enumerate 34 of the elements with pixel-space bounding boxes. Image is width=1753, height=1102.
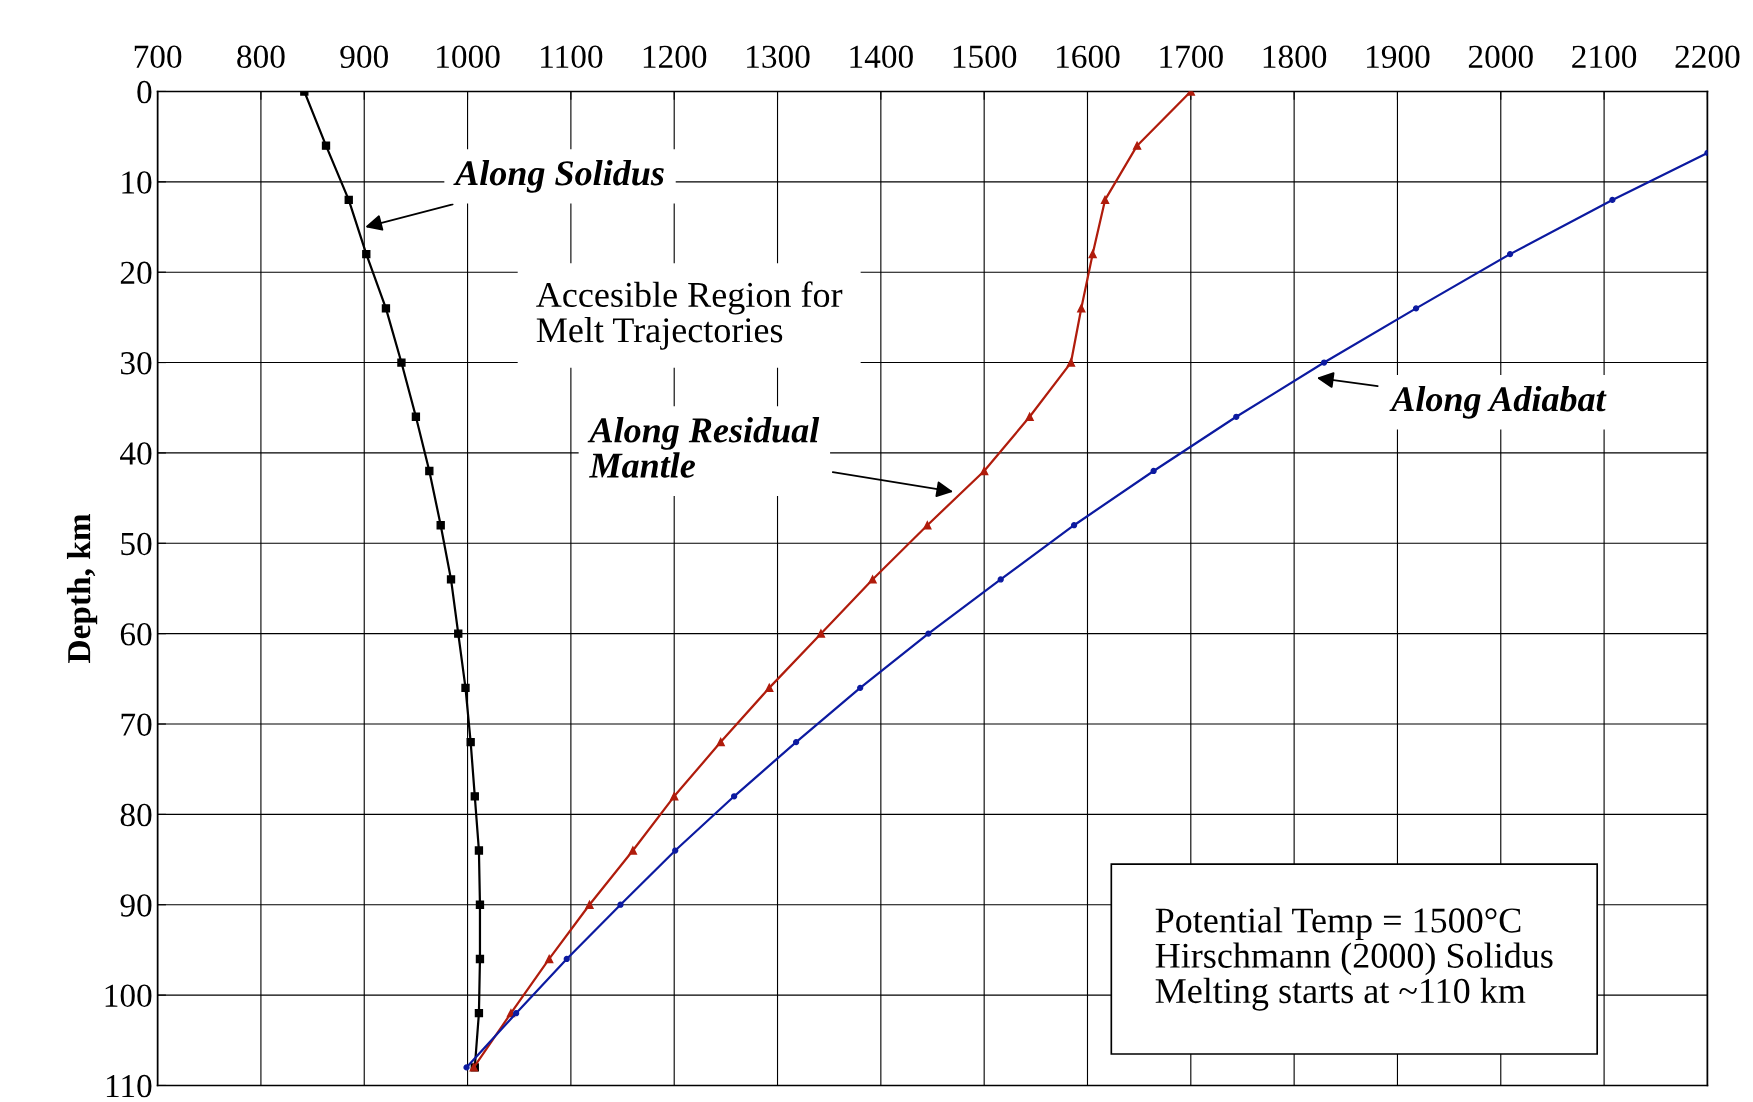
annotation: Accesible Region for Melt Trajectories	[536, 281, 843, 350]
x-tick-label: 1100	[541, 45, 603, 69]
annotation: Along Adiabat	[1389, 385, 1607, 419]
x-tick-label: 900	[340, 45, 388, 69]
x-tick-label: 1800	[1263, 45, 1327, 69]
x-tick-label: 700	[134, 45, 182, 69]
y-tick-label: 100	[105, 984, 152, 1007]
y-tick-label: 90	[120, 894, 152, 917]
x-tick-label: 800	[237, 45, 285, 69]
y-tick-label: 40	[120, 442, 152, 465]
x-tick-label: 1500	[953, 45, 1017, 69]
annotation: Potential Temp = 1500°C Hirschmann (2000) Solidus Melting starts at ~110 km	[1155, 907, 1553, 1011]
x-tick-label: 1000	[437, 45, 500, 69]
x-tick-label: 1600	[1057, 45, 1120, 69]
annotation: Along Solidus	[453, 160, 664, 193]
x-tick-label: 1700	[1160, 45, 1223, 69]
y-tick-label: 0	[137, 80, 152, 104]
y-tick-label: 80	[120, 803, 152, 827]
y-tick-label: 30	[120, 351, 152, 375]
y-tick-label: 10	[122, 171, 152, 194]
x-tick-label: 2200	[1675, 45, 1740, 69]
x-tick-label: 2000	[1468, 45, 1533, 69]
annotation: Along Residual Mantle	[587, 417, 820, 478]
x-tick-label: 1300	[747, 45, 810, 69]
y-axis-title: Depth, km	[66, 514, 98, 663]
y-tick-label: 110	[106, 1074, 152, 1098]
x-tick-label: 1900	[1367, 45, 1430, 69]
y-tick-label: 20	[120, 261, 152, 285]
x-tick-label: 2100	[1572, 45, 1637, 69]
y-tick-label: 60	[120, 623, 152, 646]
x-tick-label: 1200	[643, 45, 707, 69]
y-tick-label: 70	[121, 713, 152, 736]
y-tick-label: 50	[121, 532, 152, 556]
x-tick-label: 1400	[850, 45, 913, 69]
